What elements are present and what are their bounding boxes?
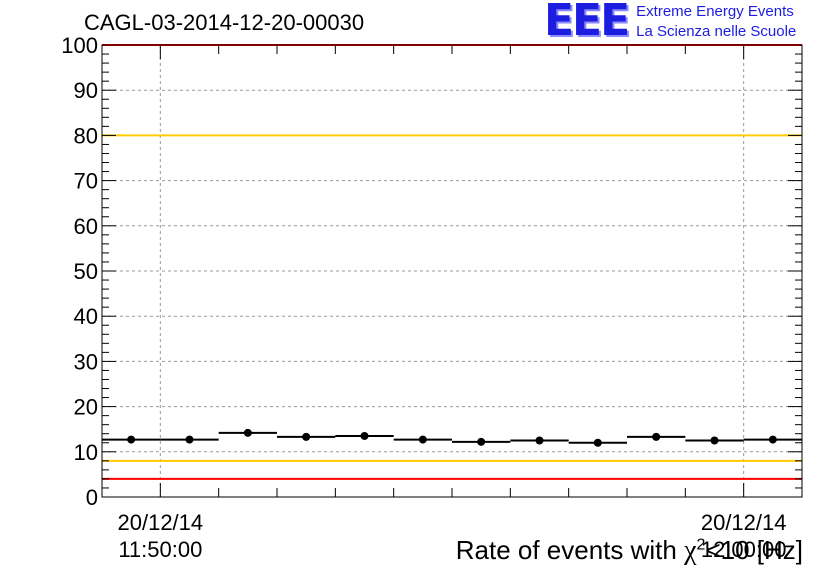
y-tick-label: 100 (61, 33, 98, 58)
x-axis-label-prefix: Rate of events with (455, 535, 685, 565)
logo-line-2: La Scienza nelle Scuole (636, 23, 797, 40)
data-point (418, 435, 427, 444)
y-tick-label: 70 (74, 169, 98, 194)
x-tick-label-time: 11:50:00 (118, 537, 202, 562)
logo-line-1: Extreme Energy Events (636, 3, 794, 20)
logo-mark: EEE (544, 0, 630, 46)
data-point (768, 435, 777, 444)
x-tick-label-date: 20/12/14 (701, 510, 787, 535)
eee-logo: EEE Extreme Energy Events La Scienza nel… (544, 0, 796, 44)
x-tick-label-time: 12:00:00 (701, 537, 787, 562)
data-point (593, 438, 602, 447)
data-point (710, 436, 719, 445)
y-tick-label: 30 (74, 349, 98, 374)
x-axis-label-chi: χ (684, 535, 697, 566)
data-point (477, 437, 486, 446)
y-tick-label: 10 (74, 440, 98, 465)
y-tick-label: 0 (86, 485, 98, 510)
data-point (652, 432, 661, 441)
data-point (243, 428, 252, 437)
y-tick-label: 90 (74, 78, 98, 103)
y-tick-label: 80 (74, 123, 98, 148)
data-point (535, 436, 544, 445)
data-point (185, 435, 194, 444)
y-tick-label: 40 (74, 304, 98, 329)
logo-text: Extreme Energy Events La Scienza nelle S… (636, 2, 796, 42)
chart-title: CAGL-03-2014-12-20-00030 (84, 10, 365, 35)
data-point (360, 431, 369, 440)
x-axis-label-suffix: <10 [Hz] (705, 535, 803, 565)
data-point (302, 432, 311, 441)
y-tick-label: 60 (74, 214, 98, 239)
y-tick-label: 20 (74, 395, 98, 420)
x-axis-label: Rate of events with χ2<10 [Hz] (456, 535, 803, 567)
x-axis-label-sup: 2 (696, 536, 706, 554)
data-point (127, 435, 136, 444)
x-tick-label-date: 20/12/14 (118, 510, 204, 535)
y-tick-label: 50 (74, 259, 98, 284)
